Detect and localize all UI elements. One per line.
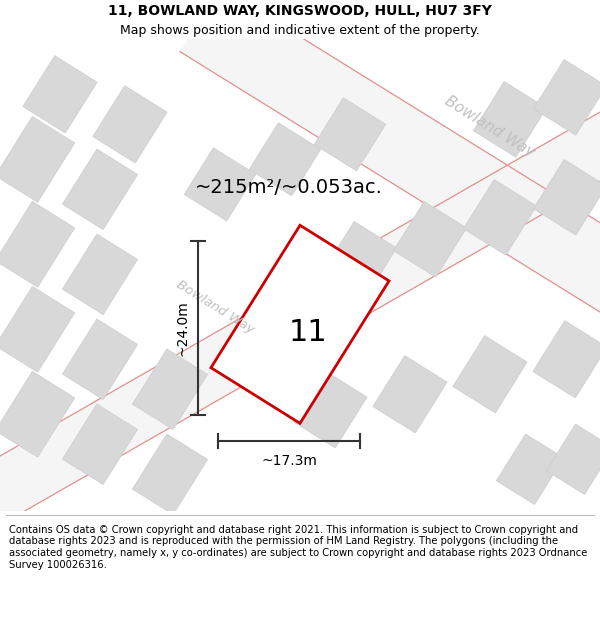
Text: ~17.3m: ~17.3m [261, 454, 317, 468]
Text: 11, BOWLAND WAY, KINGSWOOD, HULL, HU7 3FY: 11, BOWLAND WAY, KINGSWOOD, HULL, HU7 3F… [108, 4, 492, 18]
Polygon shape [547, 424, 600, 494]
Polygon shape [394, 201, 467, 277]
Polygon shape [0, 116, 75, 202]
Polygon shape [463, 179, 536, 255]
Polygon shape [293, 371, 367, 448]
Polygon shape [0, 201, 75, 288]
Polygon shape [496, 434, 563, 504]
Polygon shape [133, 434, 208, 514]
Polygon shape [211, 225, 389, 423]
Polygon shape [93, 86, 167, 163]
Text: Contains OS data © Crown copyright and database right 2021. This information is : Contains OS data © Crown copyright and d… [9, 525, 587, 570]
Polygon shape [62, 319, 137, 399]
Polygon shape [533, 59, 600, 135]
Polygon shape [62, 234, 137, 314]
Polygon shape [62, 404, 137, 484]
Polygon shape [533, 321, 600, 398]
Text: Bowland Way: Bowland Way [442, 94, 538, 161]
Polygon shape [533, 159, 600, 235]
Polygon shape [0, 63, 600, 545]
Polygon shape [133, 349, 208, 429]
Polygon shape [0, 371, 75, 458]
Polygon shape [323, 221, 397, 297]
Text: 11: 11 [289, 318, 328, 347]
Polygon shape [62, 149, 137, 229]
Polygon shape [473, 81, 547, 157]
Polygon shape [180, 0, 600, 362]
Text: ~215m²/~0.053ac.: ~215m²/~0.053ac. [195, 178, 383, 197]
Polygon shape [453, 336, 527, 413]
Text: Map shows position and indicative extent of the property.: Map shows position and indicative extent… [120, 24, 480, 38]
Polygon shape [249, 122, 321, 196]
Polygon shape [0, 286, 75, 372]
Polygon shape [314, 98, 386, 171]
Text: Bowland Way: Bowland Way [174, 278, 256, 336]
Polygon shape [23, 56, 97, 133]
Polygon shape [184, 148, 256, 221]
Polygon shape [373, 356, 447, 433]
Text: ~24.0m: ~24.0m [175, 301, 189, 356]
